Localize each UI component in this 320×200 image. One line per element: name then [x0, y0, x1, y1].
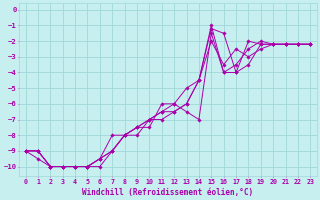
X-axis label: Windchill (Refroidissement éolien,°C): Windchill (Refroidissement éolien,°C) — [82, 188, 253, 197]
